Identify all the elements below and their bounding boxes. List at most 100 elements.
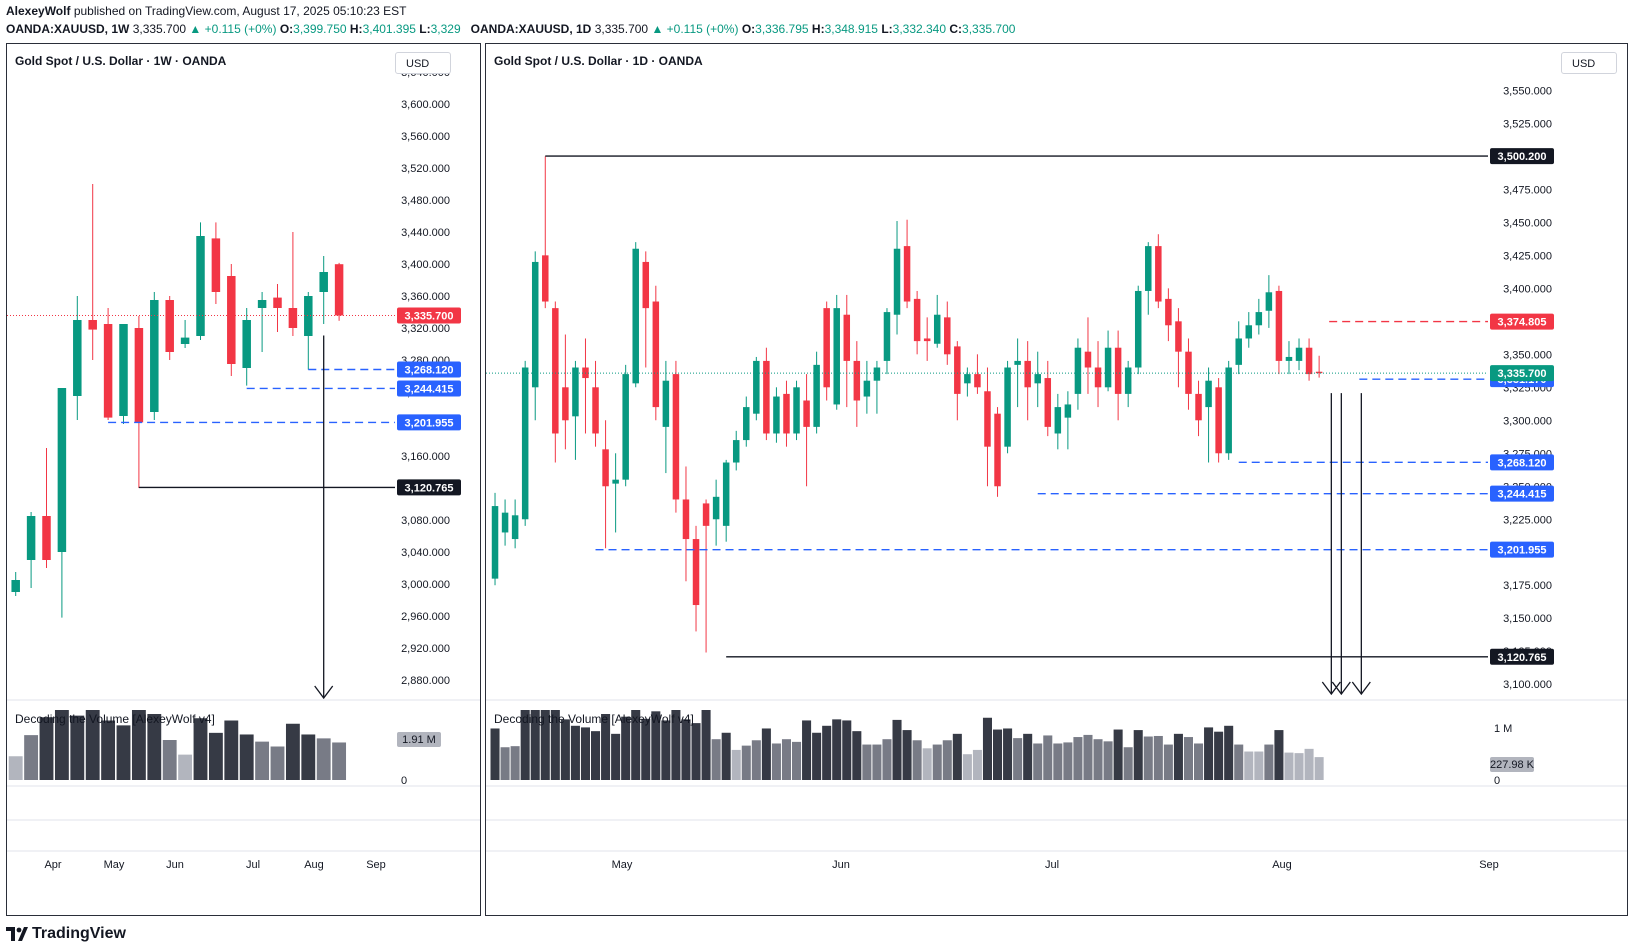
candle-body: [288, 308, 298, 328]
volume-bar: [510, 746, 520, 780]
price-level-label: 3,201.955: [1498, 545, 1547, 557]
volume-value-tag: [397, 732, 441, 747]
candle-body: [1235, 338, 1242, 365]
price-level-label: 3,244.415: [405, 383, 454, 395]
volume-bar: [812, 732, 822, 780]
candle-body: [813, 364, 820, 427]
candle-body: [88, 320, 97, 330]
weekly-volume-indicator-title[interactable]: Decoding the Volume [AlexeyWolf v4]: [15, 712, 215, 726]
volume-bar: [8, 756, 23, 780]
candle-body: [531, 261, 539, 388]
candle-body: [743, 407, 750, 441]
y-axis-tick-label: 3,360.000: [401, 291, 450, 303]
volume-bar: [741, 745, 751, 780]
volume-bar: [671, 710, 681, 780]
y-axis-tick-label: 3,600.000: [401, 99, 450, 111]
volume-bar: [162, 740, 177, 780]
volume-bar: [962, 754, 972, 780]
weekly-currency-button[interactable]: USD: [395, 52, 451, 74]
price-level-label: 3,244.415: [1498, 489, 1547, 501]
high-weekly: 3,401.395: [362, 22, 416, 36]
volume-bar: [550, 710, 560, 780]
volume-zero-label: 0: [1494, 775, 1500, 787]
candle-body: [1295, 347, 1303, 361]
volume-bar: [1294, 753, 1304, 780]
volume-bar: [316, 738, 331, 780]
y-axis-tick-label: 3,320.000: [401, 323, 450, 335]
candle-body: [257, 300, 267, 308]
candle-body: [273, 297, 282, 308]
y-axis-tick-label: 3,400.000: [401, 259, 450, 271]
candle-body: [1165, 298, 1172, 326]
volume-bar: [1133, 730, 1143, 780]
y-axis-tick-label: 3,000.000: [401, 579, 450, 591]
close-daily: 3,335.700: [962, 22, 1016, 36]
candle-body: [73, 320, 82, 396]
volume-bar: [530, 710, 540, 780]
volume-bar: [147, 714, 162, 780]
candle-body: [1155, 246, 1162, 302]
x-axis-tick-label: Aug: [1272, 859, 1292, 871]
author-name[interactable]: AlexeyWolf: [6, 4, 71, 18]
volume-bar: [711, 739, 721, 780]
volume-bar: [972, 749, 982, 780]
weekly-chart-canvas[interactable]: 3,640.0003,600.0003,560.0003,520.0003,48…: [7, 44, 480, 915]
volume-bar: [490, 728, 500, 780]
y-axis-tick-label: 3,560.000: [401, 131, 450, 143]
volume-bar: [255, 741, 270, 780]
price-level-label: 3,120.765: [405, 482, 454, 494]
candle-body: [994, 413, 1001, 487]
candle-body: [662, 380, 670, 427]
volume-bar: [1194, 743, 1204, 780]
volume-bar: [842, 720, 852, 780]
candle-body: [304, 296, 313, 336]
volume-value-tag: [1490, 757, 1534, 772]
daily-chart-pane[interactable]: 3,550.0003,525.0003,500.0003,475.0003,45…: [485, 43, 1628, 916]
daily-chart-canvas[interactable]: 3,550.0003,525.0003,500.0003,475.0003,45…: [486, 44, 1627, 915]
candle-body: [57, 388, 67, 552]
candle-body: [642, 261, 650, 309]
candle-body: [652, 301, 660, 408]
candle-body: [211, 238, 221, 292]
volume-bar: [1113, 729, 1123, 780]
candle-body: [722, 462, 730, 526]
volume-bar: [982, 717, 992, 780]
x-axis-tick-label: Sep: [366, 859, 386, 871]
volume-bar: [862, 744, 872, 780]
candle-body: [1014, 360, 1021, 365]
candle-body: [1024, 360, 1031, 388]
volume-value-label: 227.98 K: [1490, 759, 1535, 771]
candle-body: [793, 387, 800, 434]
daily-currency-button[interactable]: USD: [1561, 52, 1617, 74]
low-weekly: 3,329: [430, 22, 461, 36]
candle-body: [622, 374, 629, 480]
candle-body: [242, 320, 251, 368]
candle-body: [823, 308, 830, 388]
volume-bar: [802, 720, 812, 780]
change-daily: ▲ +0.115 (+0%): [651, 22, 739, 36]
projection-arrow-head: [1351, 681, 1371, 696]
candle-body: [954, 346, 961, 394]
candle-body: [1084, 351, 1092, 368]
candle-body: [542, 255, 549, 302]
candle-body: [1225, 367, 1232, 454]
y-axis-tick-label: 3,450.000: [1503, 217, 1552, 229]
tradingview-logo[interactable]: TradingView: [6, 925, 126, 943]
price-level-tag: [397, 414, 461, 431]
volume-bar: [1304, 748, 1314, 780]
weekly-chart-pane[interactable]: 3,640.0003,600.0003,560.0003,520.0003,48…: [6, 43, 481, 916]
daily-volume-indicator-title[interactable]: Decoding the Volume [AlexeyWolf v4]: [494, 712, 694, 726]
volume-value-label: 1.91 M: [402, 734, 436, 746]
x-axis-tick-label: May: [104, 859, 125, 871]
projection-arrow-head: [1331, 681, 1351, 696]
candle-body: [1215, 387, 1222, 454]
price-level-tag: [1490, 648, 1554, 665]
volume-bar: [39, 717, 54, 780]
high-daily: 3,348.915: [824, 22, 878, 36]
x-axis-tick-label: Aug: [304, 859, 324, 871]
volume-bar: [781, 739, 791, 780]
y-axis-tick-label: 3,480.000: [401, 195, 450, 207]
candle-body: [134, 328, 144, 423]
price-level-label: 3,120.765: [1498, 652, 1547, 664]
candle-body: [491, 506, 499, 579]
